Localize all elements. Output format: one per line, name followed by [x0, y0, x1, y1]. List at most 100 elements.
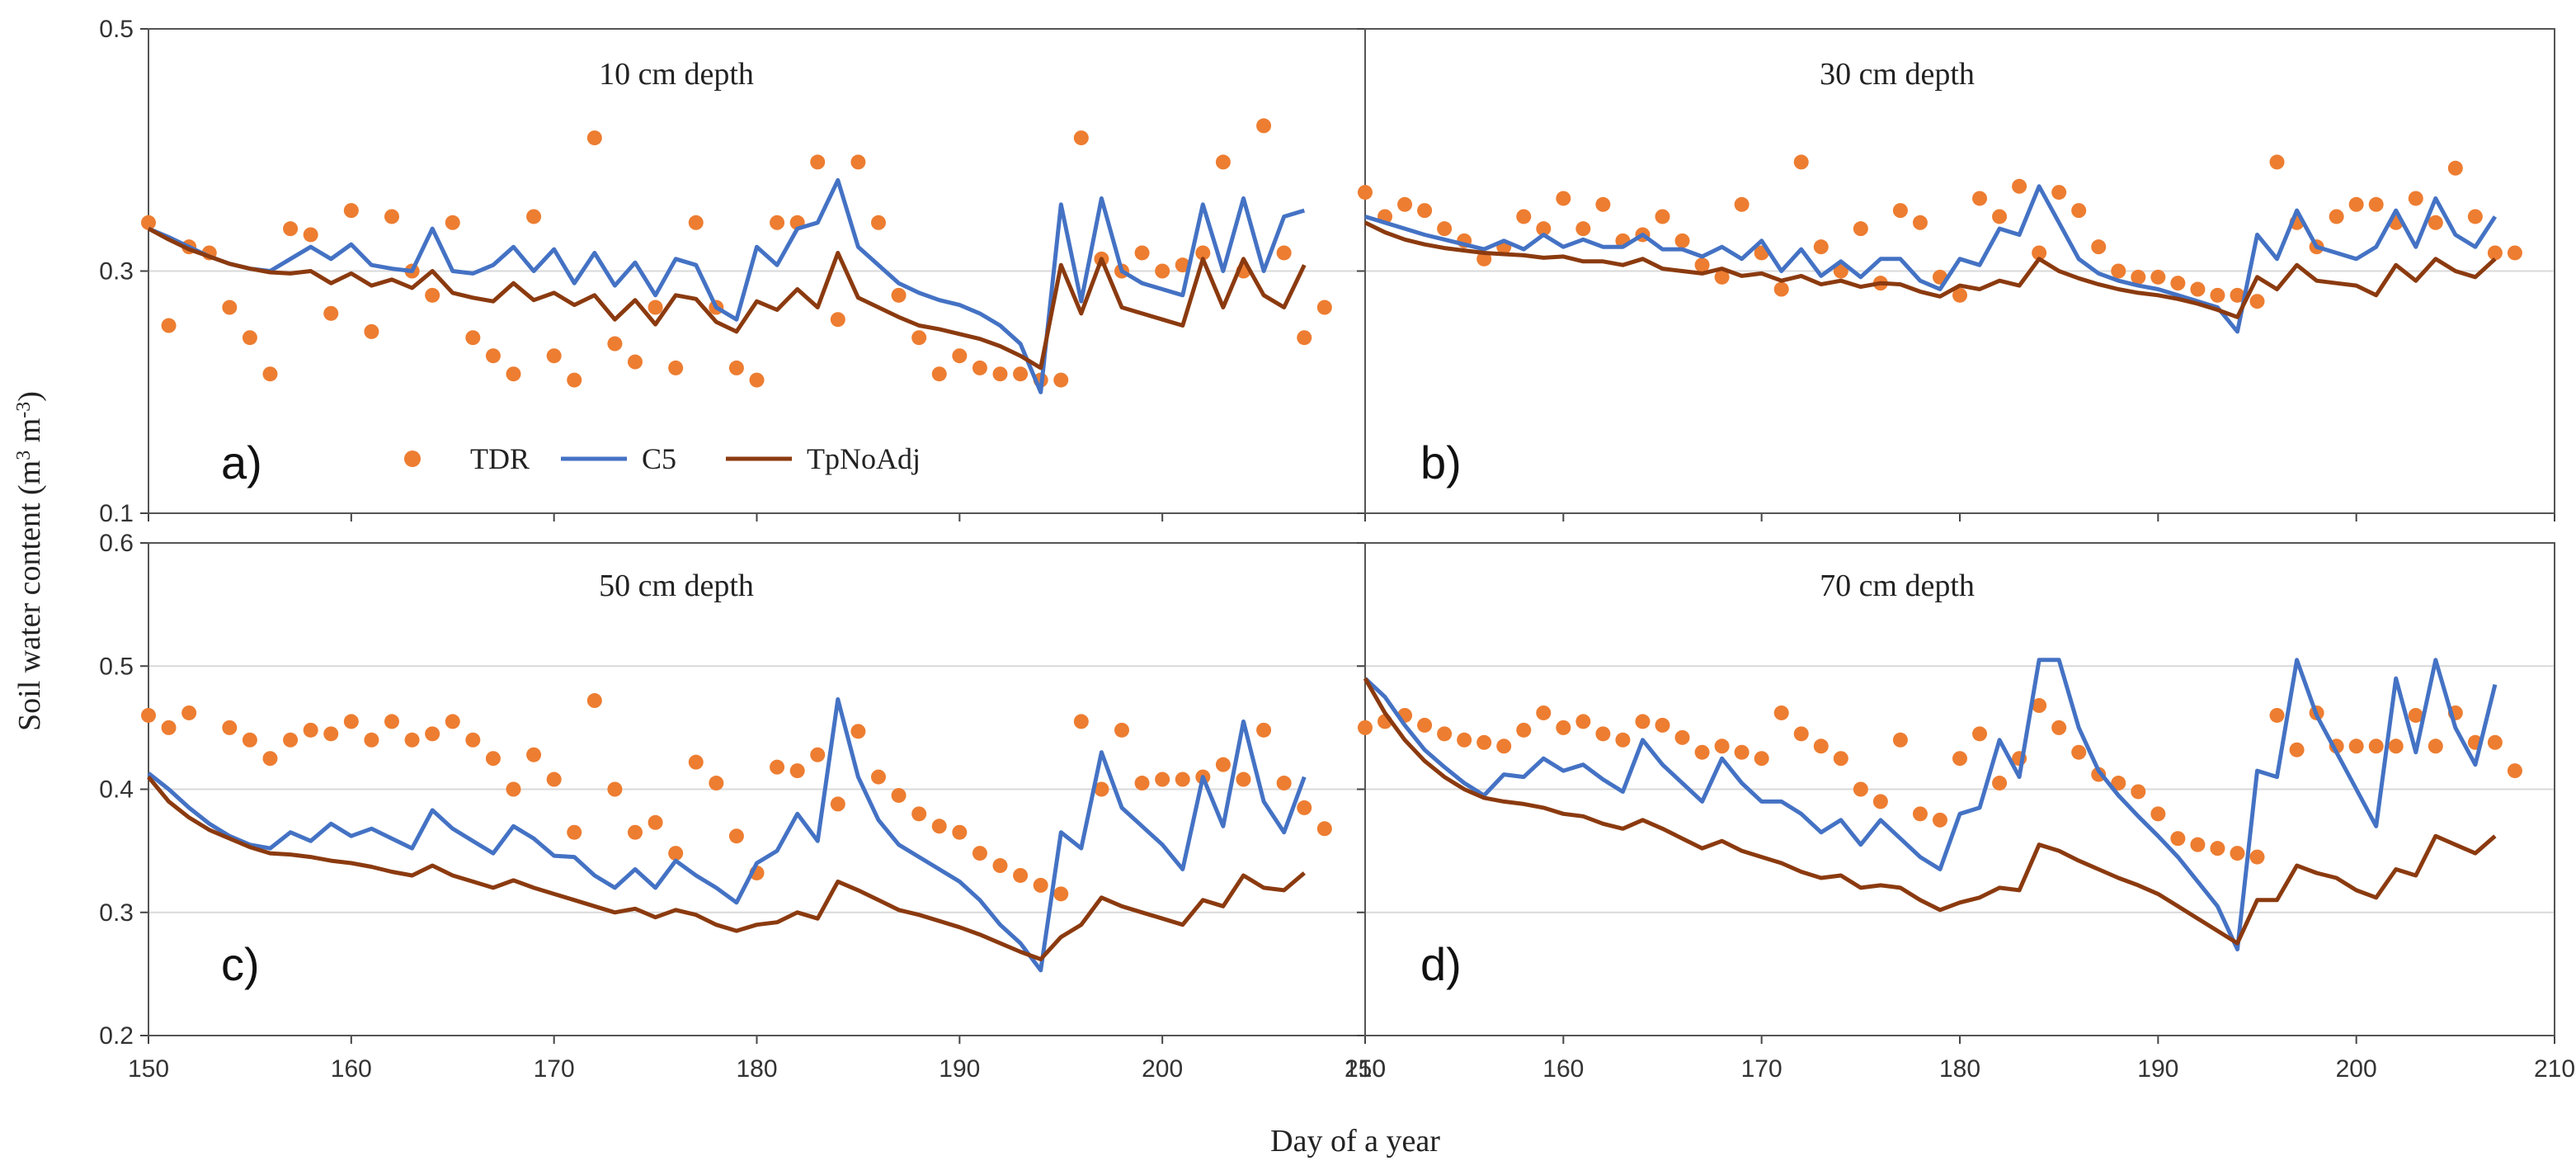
tdr-point-c-43	[1033, 877, 1048, 893]
tdr-point-d-21	[1773, 705, 1789, 720]
panel-letter-b: b)	[1420, 436, 1462, 488]
tdr-point-d-26	[1872, 794, 1888, 809]
tdr-point-b-15	[1655, 209, 1670, 224]
tdr-point-c-2	[181, 705, 197, 720]
tdr-point-c-39	[952, 824, 968, 840]
tdr-point-c-25	[668, 846, 684, 861]
tdr-point-b-3	[1417, 203, 1433, 219]
tdr-point-b-43	[2210, 287, 2225, 303]
tdr-point-c-47	[1114, 722, 1129, 738]
tdr-point-d-6	[1476, 734, 1492, 750]
tdr-point-b-39	[2131, 269, 2146, 285]
tdr-point-a-17	[485, 348, 501, 364]
tdr-point-c-23	[628, 824, 643, 840]
legend-tdr-label: TDR	[470, 442, 530, 475]
tdr-point-c-50	[1175, 772, 1190, 787]
tdr-point-c-55	[1276, 776, 1292, 791]
tdr-point-b-54	[2428, 215, 2443, 230]
tdr-point-c-19	[546, 772, 562, 787]
tdr-point-a-14	[425, 287, 440, 303]
tdr-point-c-3	[222, 720, 238, 735]
y-tick-labels: 0.1 0.3 0.5 0.2 0.3 0.4 0.5 0.6	[99, 16, 134, 1050]
panel-letter-c: c)	[221, 938, 260, 990]
tdr-point-d-46	[2269, 707, 2285, 723]
c5-line-c	[147, 697, 1307, 973]
tdr-point-b-8	[1516, 209, 1532, 224]
x-tick-label-c-0: 150	[128, 1055, 169, 1083]
tdr-point-a-39	[931, 366, 947, 382]
tdr-point-b-28	[1912, 215, 1928, 230]
tdr-point-c-0	[141, 707, 156, 723]
tdr-point-b-45	[2249, 294, 2265, 309]
x-tick-label-c-4: 190	[939, 1055, 980, 1083]
tdr-point-d-17	[1694, 744, 1710, 760]
tdr-point-a-8	[303, 227, 318, 243]
tdr-point-d-22	[1793, 726, 1809, 742]
tdr-point-d-54	[2428, 739, 2443, 754]
tdr-point-a-57	[1297, 330, 1312, 346]
tdr-point-c-12	[404, 732, 420, 748]
tdr-point-c-54	[1256, 722, 1272, 738]
tdr-point-c-45	[1073, 714, 1089, 729]
tdr-point-b-12	[1595, 196, 1611, 212]
tdr-point-a-51	[1175, 257, 1190, 273]
tdr-point-d-5	[1457, 732, 1472, 748]
tdr-point-d-43	[2210, 841, 2225, 856]
tdr-point-c-4	[242, 732, 257, 748]
tdr-point-b-11	[1575, 221, 1591, 237]
tdr-point-b-19	[1734, 196, 1750, 212]
panel-frame-b	[1364, 28, 2555, 514]
tdr-point-b-0	[1358, 185, 1373, 201]
tdr-point-d-44	[2230, 846, 2245, 861]
tdr-point-a-52	[1195, 245, 1211, 261]
tdr-point-a-29	[728, 360, 744, 375]
tdr-point-b-58	[2507, 245, 2522, 261]
tdr-point-b-10	[1556, 191, 1571, 206]
tdr-point-b-37	[2091, 239, 2107, 255]
tdr-point-b-25	[1853, 221, 1868, 237]
tdr-point-a-55	[1256, 118, 1272, 134]
c5-line-a	[148, 177, 1306, 394]
tdr-point-b-46	[2269, 154, 2285, 170]
tdr-point-d-24	[1833, 751, 1848, 767]
tdr-point-a-25	[648, 300, 663, 315]
tdr-point-a-5	[242, 330, 257, 346]
tdr-point-c-30	[770, 759, 785, 775]
panel-frame-d	[1364, 542, 2555, 1036]
tdr-point-a-50	[1155, 263, 1170, 279]
tdr-point-a-36	[871, 215, 886, 230]
tdr-point-b-17	[1694, 257, 1710, 273]
tdr-point-c-18	[526, 747, 542, 762]
y-tick-label-c-3: 0.5	[99, 653, 134, 680]
panel-letter-bg-c	[196, 929, 312, 998]
tdr-point-c-1	[161, 720, 177, 735]
x-tick-label-d-2: 170	[1741, 1055, 1782, 1083]
tdr-point-c-15	[465, 732, 481, 748]
tdr-point-a-46	[1073, 130, 1089, 146]
tpnoadj-line-b	[1363, 220, 2497, 319]
tdr-point-a-21	[567, 372, 582, 388]
tdr-point-a-16	[465, 330, 481, 346]
tpnoadj-line-c	[147, 776, 1306, 961]
tdr-point-a-6	[262, 366, 278, 382]
tdr-point-a-22	[586, 130, 602, 146]
tdr-point-c-38	[931, 819, 947, 834]
tdr-point-d-15	[1655, 717, 1670, 733]
tdr-point-c-8	[323, 726, 339, 742]
tdr-point-c-41	[992, 858, 1008, 874]
y-axis-title-sup1: 3	[13, 451, 35, 460]
tdr-point-d-36	[2071, 744, 2087, 760]
panel-letter-a: a)	[221, 436, 262, 488]
tdr-point-c-40	[972, 846, 987, 861]
y-tick-label-c-4: 0.6	[99, 530, 134, 557]
tdr-point-b-27	[1892, 203, 1908, 219]
x-tick-label-c-5: 200	[1142, 1055, 1183, 1083]
tdr-point-a-4	[222, 300, 238, 315]
tdr-point-c-22	[607, 781, 623, 797]
x-tick-label-d-4: 190	[2137, 1055, 2178, 1083]
panel-title-d: 70 cm depth	[1820, 569, 1975, 603]
tdr-point-d-12	[1595, 726, 1611, 742]
tdr-point-d-29	[1932, 812, 1947, 828]
tdr-point-b-9	[1536, 221, 1552, 237]
